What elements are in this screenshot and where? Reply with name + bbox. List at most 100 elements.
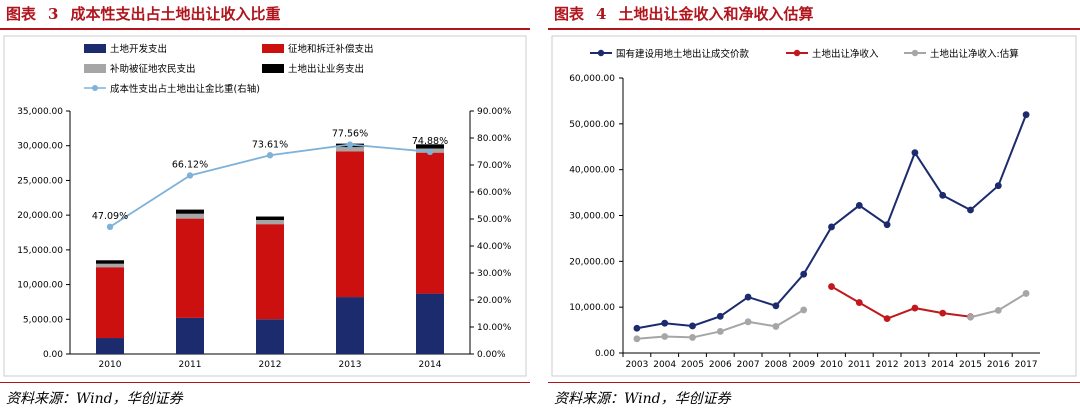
bar-segment-2010-3: [96, 260, 124, 264]
y-tick-label: 60,000.00: [569, 74, 615, 84]
bar-segment-2011-1: [176, 218, 204, 318]
figure-3-panel: 图表 3 成本性支出占土地出让收入比重 土地开发支出 征地和拆迁补偿支出补助被征地农民…: [0, 0, 530, 412]
series-2-point-2009: [800, 306, 808, 314]
series-2-point-2006: [716, 328, 724, 335]
legend-label-2: 补助被征地农民支出: [110, 63, 196, 75]
figure-title-text: 成本性支出占土地出让收入比重: [70, 5, 281, 23]
x-tick-label: 2012: [259, 360, 282, 370]
figure-label: 图表: [554, 5, 585, 23]
figure-4-panel: 图表 4 土地出让金收入和净收入估算 国有建设用地土地出让成交价款 土地出让净收入 土地…: [548, 0, 1080, 412]
series-0-point-2012: [883, 221, 891, 229]
ratio-label-2012: 73.61%: [252, 139, 288, 150]
series-0-point-2006: [716, 312, 724, 320]
bar-segment-2013-2: [336, 147, 364, 152]
chart-frame: [551, 35, 1077, 377]
series-0-point-2007: [744, 293, 752, 301]
x-tick-label: 2011: [848, 360, 871, 370]
legend-label-1: 土地出让净收入: [812, 48, 879, 60]
x-tick-label: 2012: [876, 360, 899, 370]
y-tick-label: 10,000.00: [569, 303, 615, 313]
source-rule: [548, 382, 1080, 383]
x-tick-label: 2016: [987, 360, 1010, 370]
line-chart: 国有建设用地土地出让成交价款 土地出让净收入 土地出让净收入:估算 0.00 10,00…: [551, 35, 1077, 377]
legend-marker-2: [911, 49, 919, 57]
y-right-tick-label: 80.00%: [477, 134, 512, 144]
y-right-tick-label: 30.00%: [477, 269, 512, 279]
series-2-point-2016: [994, 306, 1002, 314]
ratio-label-2014: 74.88%: [412, 136, 448, 147]
source-rule: [0, 382, 530, 383]
legend-label-2: 土地出让净收入:估算: [930, 48, 1019, 60]
series-1-point-2014: [939, 309, 947, 317]
chart-frame: [3, 35, 527, 377]
legend-label-line: 成本性支出占土地出让金比重(右轴): [110, 83, 260, 95]
y-tick-label: 40,000.00: [569, 166, 615, 176]
y-right-tick-label: 60.00%: [477, 188, 512, 198]
series-0-point-2017: [1022, 111, 1030, 119]
series-0-point-2005: [689, 322, 696, 330]
x-tick-label: 2007: [737, 360, 760, 370]
legend-label-0: 土地开发支出: [110, 43, 167, 55]
y-left-tick-label: 30,000.00: [17, 142, 63, 152]
bar-segment-2011-0: [176, 317, 204, 354]
x-tick-label: 2014: [419, 360, 442, 370]
series-0-point-2009: [800, 270, 808, 278]
series-1-point-2012: [883, 315, 891, 323]
series-0-point-2014: [939, 191, 947, 199]
bar-segment-2011-2: [176, 213, 204, 219]
bar-segment-2012-1: [256, 224, 284, 320]
legend-label-0: 国有建设用地土地出让成交价款: [616, 48, 750, 60]
y-left-tick-label: 20,000.00: [17, 211, 63, 221]
y-right-tick-label: 50.00%: [477, 215, 512, 225]
ratio-label-2013: 77.56%: [332, 129, 368, 140]
series-1-line-0: [831, 285, 971, 320]
y-tick-label: 20,000.00: [569, 257, 615, 267]
bar-segment-2012-0: [256, 319, 284, 354]
x-tick-label: 2013: [339, 360, 362, 370]
series-2-point-2017: [1022, 290, 1030, 297]
legend-swatch-2: [84, 64, 106, 73]
figure-title-text: 土地出让金收入和净收入估算: [618, 5, 814, 23]
series-2-point-2007: [744, 318, 752, 326]
series-0-point-2003: [633, 324, 641, 332]
series-0-point-2004: [661, 319, 669, 327]
ratio-label-2010: 47.09%: [92, 211, 128, 222]
y-left-tick-label: 25,000.00: [17, 176, 63, 186]
series-0-point-2015: [967, 206, 974, 214]
series-0-point-2013: [911, 149, 919, 157]
bar-segment-2012-3: [256, 216, 284, 221]
legend-marker-1: [793, 49, 801, 57]
ratio-point-2014: [426, 148, 434, 156]
series-0-point-2011: [855, 202, 863, 209]
y-right-tick-label: 10.00%: [477, 323, 512, 333]
y-left-tick-label: 35,000.00: [17, 107, 63, 117]
y-left-tick-label: 0.00: [43, 350, 63, 360]
series-0-point-2010: [828, 223, 835, 231]
x-tick-label: 2010: [99, 360, 122, 370]
x-tick-label: 2015: [959, 360, 982, 370]
y-tick-label: 50,000.00: [569, 120, 615, 130]
legend-swatch-3: [262, 64, 284, 73]
series-1-point-2011: [855, 299, 863, 306]
bar-segment-2013-1: [336, 151, 364, 298]
y-left-tick-label: 15,000.00: [17, 246, 63, 256]
y-right-tick-label: 20.00%: [477, 296, 512, 306]
x-tick-label: 2006: [709, 360, 732, 370]
bar-segment-2010-1: [96, 267, 124, 339]
figure-4-source: 资料来源：Wind，华创证券: [554, 391, 731, 407]
x-tick-label: 2010: [820, 360, 843, 370]
figure-3-title: 图表 3 成本性支出占土地出让收入比重: [6, 3, 280, 24]
legend-marker-0: [597, 49, 605, 57]
y-left-tick-label: 5,000.00: [23, 315, 63, 325]
y-left-tick-label: 10,000.00: [17, 281, 63, 291]
legend-label-3: 土地出让业务支出: [288, 63, 364, 75]
figure-number: 4: [596, 5, 607, 23]
bar-segment-2014-3: [416, 144, 444, 149]
y-right-tick-label: 40.00%: [477, 242, 512, 252]
series-2-point-2003: [633, 335, 641, 343]
x-tick-label: 2011: [179, 360, 202, 370]
legend-label-1: 征地和拆迁补偿支出: [288, 43, 374, 55]
series-1-point-2013: [911, 304, 919, 312]
bar-segment-2010-0: [96, 338, 124, 354]
